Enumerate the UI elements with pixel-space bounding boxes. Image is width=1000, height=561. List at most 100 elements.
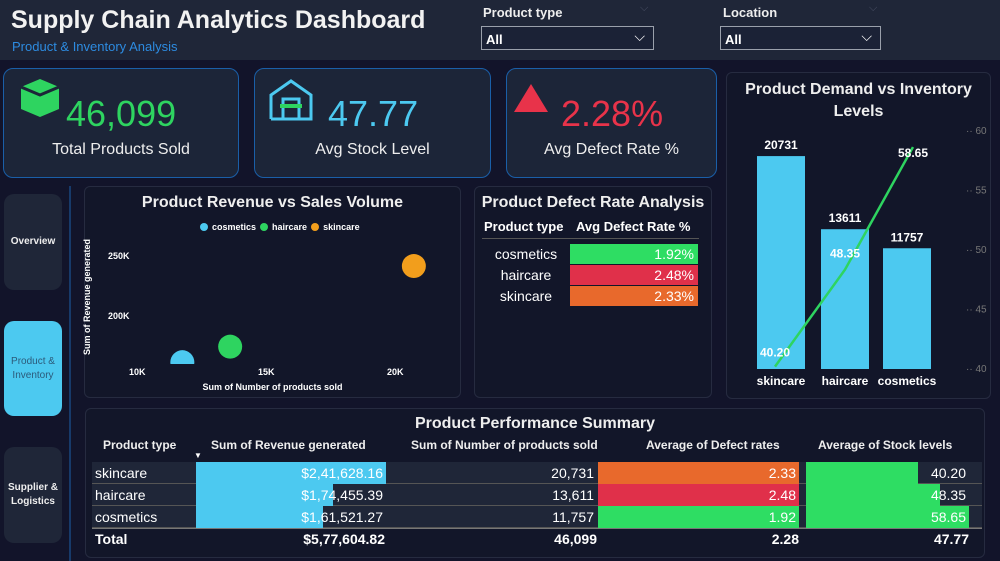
cell-stock: 40.20 [930, 465, 966, 481]
location-dropdown[interactable]: All ⌵ [720, 26, 881, 50]
defect-table-title: Product Defect Rate Analysis [481, 194, 705, 211]
defect-row-type: cosmetics [494, 246, 558, 262]
kpi-label: Total Products Sold [52, 141, 190, 158]
bar-haircare[interactable] [821, 229, 869, 369]
cell-revenue: $1,74,455.39 [301, 487, 383, 503]
page-subtitle: Product & Inventory Analysis [12, 39, 178, 54]
bubble-haircare[interactable] [218, 334, 243, 359]
bar-skincare[interactable] [757, 156, 805, 369]
cell-revenue: $1,61,521.27 [301, 509, 383, 525]
cell-type: cosmetics [95, 509, 158, 525]
defect-row-rate: 2.48% [570, 265, 698, 285]
col-header-revenue[interactable]: Sum of Revenue generated [211, 438, 366, 452]
summary-title: Product Performance Summary [414, 415, 656, 432]
y2-tick: ·· 55 [966, 186, 987, 197]
total-label: Total [95, 531, 128, 547]
chevron-down-icon: ⌵ [861, 28, 872, 44]
kpi-value: 47.77 [328, 93, 419, 134]
legend-dot [311, 223, 320, 231]
bar-label: 20731 [764, 138, 798, 152]
scatter-plot [170, 254, 426, 364]
legend-label: haircare [272, 222, 308, 232]
nav-product-inventory[interactable]: Product & Inventory [4, 321, 62, 416]
defect-row-rate: 1.92% [570, 244, 698, 264]
cell-sold: 13,611 [552, 487, 594, 503]
y2-tick: ·· 60 [966, 126, 987, 137]
total-stock: 47.77 [933, 531, 969, 547]
col-header-sold[interactable]: Sum of Number of products sold [411, 438, 598, 452]
col-header-defect[interactable]: Average of Defect rates [646, 438, 780, 452]
y-tick: 200K [108, 311, 130, 321]
table-row[interactable]: skincare $2,41,628.16 20,731 2.33 40.20 [92, 462, 982, 484]
cell-sold: 11,757 [552, 509, 594, 525]
page-title: Supply Chain Analytics Dashboard [11, 6, 426, 34]
cell-defect: 1.92 [768, 509, 796, 525]
defect-row-rate: 2.33% [570, 286, 698, 306]
cell-revenue: $2,41,628.16 [301, 465, 383, 481]
revenue-databar [196, 484, 333, 506]
scatter-title: Product Revenue vs Sales Volume [141, 194, 404, 211]
chevron-down-icon: ⌵ [640, 2, 649, 14]
revenue-databar [196, 462, 386, 484]
col-header-stock[interactable]: Average of Stock levels [818, 438, 953, 452]
product-type-dropdown[interactable]: All ⌵ [481, 26, 654, 50]
bubble-skincare[interactable] [401, 254, 426, 279]
legend-label: cosmetics [212, 222, 257, 232]
x-tick: 15K [258, 367, 275, 377]
table-row[interactable]: cosmetics $1,61,521.27 11,757 1.92 58.65 [92, 506, 982, 528]
total-sold: 46,099 [554, 531, 597, 547]
line-label: 58.65 [898, 146, 928, 160]
chevron-down-icon: ⌵ [634, 28, 645, 44]
cell-type: haircare [95, 487, 146, 503]
demand-chart: ·· 60 ·· 55 ·· 50 ·· 45 ·· 40 20731 skincare 13… [757, 126, 987, 388]
demand-chart-title: Product Demand vs Inventory Levels [745, 81, 972, 120]
nav-supplier-logistics[interactable]: Supplier & Logistics [4, 447, 62, 543]
scatter-panel [84, 186, 461, 398]
bar-cosmetics[interactable] [883, 248, 931, 369]
x-tick: 20K [387, 367, 404, 377]
kpi-value: 46,099 [66, 93, 177, 134]
defect-cell-bg [598, 484, 799, 506]
cell-stock: 58.65 [930, 509, 966, 525]
total-defect: 2.28 [771, 531, 799, 547]
kpi-value: 2.28% [561, 93, 664, 134]
stock-databar [806, 506, 969, 528]
chevron-down-icon: ⌵ [869, 2, 878, 14]
table-row[interactable]: haircare $1,74,455.39 13,611 2.48 48.35 [92, 484, 982, 506]
category-label: cosmetics [878, 374, 937, 388]
kpi-label: Avg Defect Rate % [544, 141, 679, 158]
cell-defect: 2.33 [768, 465, 796, 481]
warehouse-icon [269, 79, 313, 121]
cell-stock: 48.35 [930, 487, 966, 503]
bar-label: 11757 [891, 230, 924, 244]
dropdown-value: All [725, 32, 742, 47]
y-tick: 250K [108, 251, 130, 261]
nav-label: Product & Inventory [11, 355, 55, 381]
defect-cell-bg [598, 506, 799, 528]
y2-tick: ·· 50 [966, 245, 987, 256]
defect-header-rate: Avg Defect Rate % [576, 219, 691, 234]
revenue-databar [196, 506, 324, 528]
nav-label: Supplier & Logistics [8, 482, 59, 507]
bubble-cosmetics[interactable] [170, 350, 195, 364]
defect-cell-bg [598, 462, 799, 484]
kpi-card-total-products: 46,099 Total Products Sold [3, 68, 239, 178]
total-revenue: $5,77,604.82 [303, 531, 385, 547]
cell-type: skincare [95, 465, 148, 481]
filter-label-location: Location [723, 5, 778, 20]
category-label: haircare [822, 374, 869, 388]
col-header-type[interactable]: Product type [103, 438, 177, 452]
box-icon [20, 79, 60, 117]
legend-dot [200, 223, 208, 231]
legend-dot [260, 223, 269, 231]
scatter-legend: cosmetics haircare skincare [200, 222, 360, 232]
cell-defect: 2.48 [768, 487, 796, 503]
stock-databar [806, 462, 919, 484]
sidebar-divider [69, 186, 71, 561]
nav-overview[interactable]: Overview [4, 194, 62, 290]
warning-triangle-icon [514, 84, 548, 112]
category-label: skincare [757, 374, 806, 388]
legend-label: skincare [323, 222, 360, 232]
y2-tick: ·· 45 [966, 305, 987, 316]
defect-row-type: haircare [500, 267, 552, 283]
